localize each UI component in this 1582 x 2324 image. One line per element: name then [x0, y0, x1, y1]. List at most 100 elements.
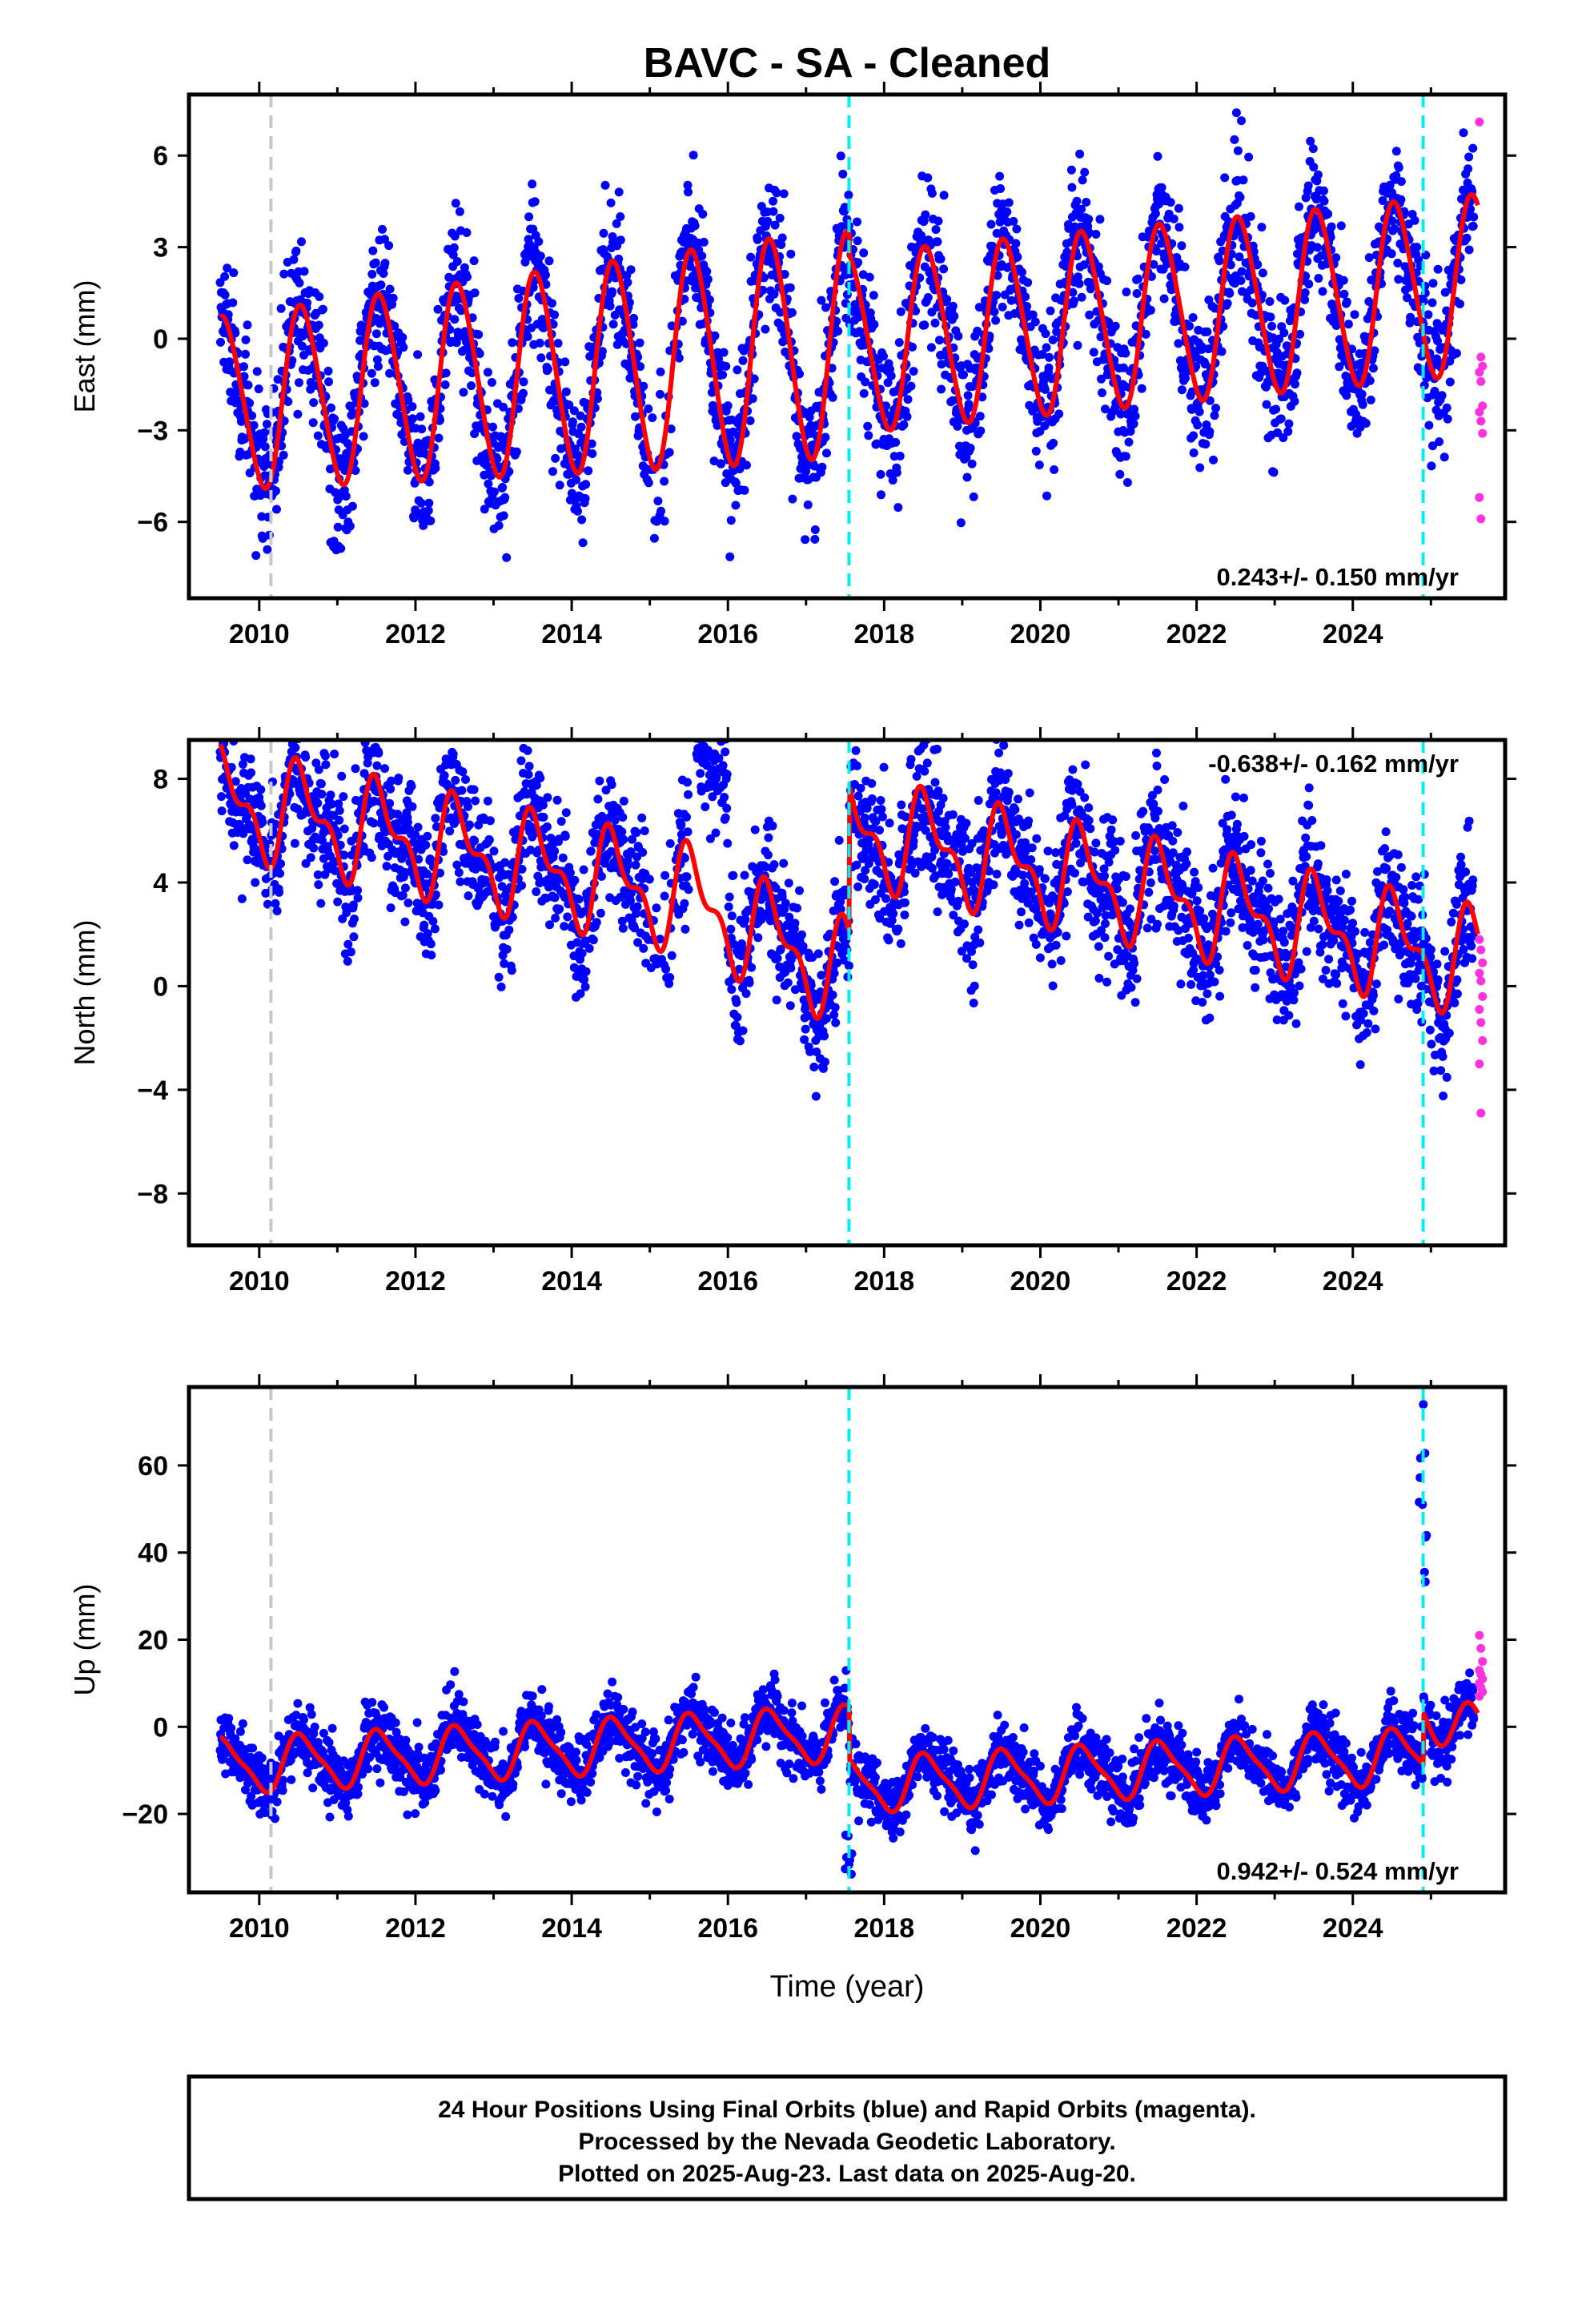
data-point: [317, 835, 327, 845]
data-point: [1030, 317, 1040, 327]
data-point: [299, 691, 307, 700]
data-point: [563, 912, 572, 922]
data-point: [241, 349, 250, 359]
data-point: [1318, 287, 1327, 296]
data-point: [867, 778, 877, 788]
data-point: [731, 479, 741, 489]
data-point: [439, 846, 448, 856]
data-point: [1365, 376, 1375, 385]
data-point: [833, 327, 843, 336]
data-point: [1011, 239, 1021, 248]
data-point: [339, 792, 348, 802]
data-point: [353, 893, 363, 903]
data-point: [1246, 211, 1255, 221]
data-point: [937, 384, 946, 394]
data-point: [699, 237, 709, 247]
data-point: [1095, 215, 1105, 224]
data-point: [1391, 171, 1401, 180]
data-point: [779, 858, 789, 868]
data-point: [314, 880, 323, 890]
data-point: [561, 808, 571, 818]
data-point: [220, 290, 230, 300]
data-point: [693, 689, 701, 698]
data-point: [1149, 259, 1158, 269]
data-point: [995, 171, 1005, 181]
data-point: [787, 308, 797, 317]
data-point: [727, 911, 737, 921]
data-point: [556, 817, 566, 826]
data-point: [619, 834, 628, 844]
data-point: [385, 368, 395, 378]
data-point: [708, 727, 717, 736]
data-point: [845, 718, 854, 727]
data-point: [723, 401, 733, 411]
data-point: [850, 300, 860, 309]
data-point: [1432, 354, 1441, 364]
data-point: [1046, 306, 1055, 316]
data-point: [990, 307, 999, 316]
data-point: [452, 295, 462, 304]
data-point: [577, 515, 587, 525]
data-point: [631, 412, 640, 421]
data-point: [1122, 478, 1132, 487]
data-point: [1130, 404, 1139, 414]
data-point: [428, 917, 438, 926]
data-point: [517, 881, 526, 891]
data-point: [1339, 289, 1349, 299]
data-point: [1004, 198, 1014, 207]
data-point: [1390, 224, 1399, 233]
data-point: [877, 490, 885, 500]
data-point: [902, 412, 912, 421]
data-point: [595, 776, 604, 786]
x-tick-label: 2022: [1166, 1266, 1227, 1297]
data-point: [922, 758, 932, 768]
data-point: [1226, 260, 1235, 270]
data-point: [883, 378, 893, 388]
y-tick-label: 8: [153, 765, 168, 795]
data-point: [844, 191, 853, 199]
data-point: [623, 278, 632, 287]
x-tick-label: 2010: [229, 1266, 290, 1297]
data-point: [896, 307, 905, 316]
data-point: [921, 210, 930, 219]
data-point: [371, 682, 379, 691]
data-point: [462, 228, 472, 237]
data-point: [538, 800, 548, 810]
data-point: [1247, 298, 1257, 308]
data-point: [367, 368, 376, 378]
data-point: [1166, 198, 1175, 207]
data-point: [488, 422, 497, 432]
data-point: [431, 814, 440, 823]
data-point: [717, 690, 726, 699]
data-point: [840, 203, 849, 212]
data-point: [930, 318, 940, 328]
data-point: [523, 712, 532, 721]
data-point: [665, 838, 675, 848]
data-point: [1433, 264, 1443, 274]
y-tick-label: 4: [153, 868, 168, 899]
data-point: [726, 924, 736, 934]
data-point: [1428, 441, 1437, 451]
data-point: [1098, 388, 1106, 397]
data-point: [599, 228, 608, 238]
data-point: [933, 907, 942, 917]
data-point: [367, 853, 376, 862]
data-point: [714, 354, 723, 364]
data-point: [690, 715, 699, 724]
data-point: [540, 270, 550, 279]
data-point: [348, 900, 358, 910]
data-point: [1134, 274, 1143, 283]
data-point: [1044, 363, 1054, 372]
data-point: [1068, 287, 1078, 297]
data-point: [303, 298, 312, 308]
final-orbit-points: [215, 682, 1479, 1101]
data-point: [1336, 221, 1346, 231]
data-point: [317, 790, 327, 799]
data-point: [1339, 275, 1348, 285]
data-point: [996, 184, 1006, 193]
data-point: [623, 860, 632, 870]
data-point: [520, 257, 530, 267]
data-point: [502, 553, 512, 562]
data-point: [1152, 247, 1161, 256]
data-point: [378, 224, 387, 234]
